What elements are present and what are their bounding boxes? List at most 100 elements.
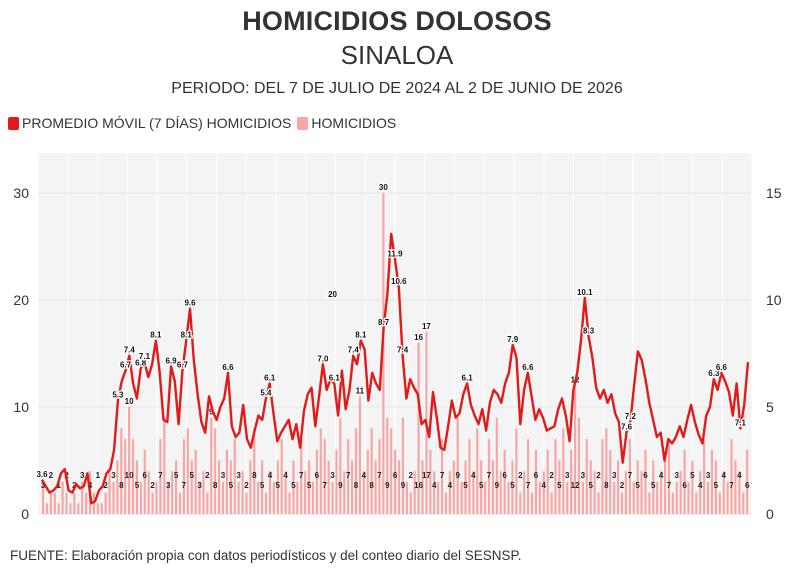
homicides-bar-label: 4 xyxy=(659,471,664,480)
homicides-bar xyxy=(327,460,330,514)
homicides-bar-label: 5 xyxy=(690,471,695,480)
homicides-bar-label: 5 xyxy=(229,481,234,490)
moving-average-label: 7.2 xyxy=(625,412,637,421)
homicides-bar xyxy=(609,449,612,514)
moving-average-label: 6.1 xyxy=(264,374,276,383)
legend-swatch-moving-average xyxy=(8,116,19,130)
homicides-bar xyxy=(374,460,377,514)
homicides-bar xyxy=(307,460,311,514)
homicides-bar-label: 4 xyxy=(362,471,367,480)
homicides-bar xyxy=(45,503,49,514)
homicides-bar xyxy=(617,460,620,514)
homicides-bar-label: 9 xyxy=(495,481,500,490)
homicides-bar xyxy=(519,492,522,514)
homicides-bar xyxy=(585,439,588,514)
homicides-bar-label: 9 xyxy=(385,481,390,490)
homicides-bar xyxy=(206,492,209,514)
homicides-bar-label: 6 xyxy=(643,471,648,480)
homicides-bar-label: 7 xyxy=(487,471,492,480)
homicides-bar-label: 3 xyxy=(330,471,335,480)
homicides-bar xyxy=(163,417,166,514)
homicides-bar xyxy=(534,449,538,514)
homicides-bar-label: 4 xyxy=(471,471,476,480)
y-left-tick-label: 10 xyxy=(13,399,29,415)
moving-average-label: 6.6 xyxy=(716,363,728,372)
homicides-bar-label: 3 xyxy=(197,481,202,490)
homicides-bar-label: 6 xyxy=(393,471,398,480)
homicides-bar xyxy=(405,481,408,514)
homicides-bar-label: 3 xyxy=(236,471,241,480)
homicides-bar xyxy=(437,481,440,514)
moving-average-label: 7.0 xyxy=(317,354,329,363)
moving-average-label: 7.4 xyxy=(348,346,360,355)
moving-average-label: 7.4 xyxy=(397,346,409,355)
homicides-bar xyxy=(523,471,526,514)
homicides-bar xyxy=(734,460,737,514)
homicides-bar xyxy=(640,471,643,514)
moving-average-label: 6.9 xyxy=(165,356,177,365)
homicides-bar xyxy=(644,449,647,514)
moving-average-label: 8.7 xyxy=(378,318,390,327)
homicides-bar xyxy=(530,492,534,514)
homicides-bar-label: 5 xyxy=(510,481,515,490)
homicides-bar xyxy=(440,439,444,514)
legend-item-moving-average[interactable]: PROMEDIO MÓVIL (7 DÍAS) HOMICIDIOS xyxy=(8,115,291,131)
homicides-bar-label: 6 xyxy=(143,471,148,480)
homicides-bar-label: 2 xyxy=(409,471,414,480)
homicides-bar xyxy=(417,342,420,514)
homicides-bar-label: 12 xyxy=(571,481,580,490)
homicides-bar-label: 7 xyxy=(628,471,633,480)
homicides-bar xyxy=(566,481,569,514)
homicides-bar xyxy=(589,460,592,514)
homicides-bar-label: 2 xyxy=(549,471,554,480)
homicides-bar xyxy=(706,481,710,514)
homicides-bar xyxy=(679,471,682,514)
moving-average-label: 9.6 xyxy=(184,299,196,308)
homicides-bar xyxy=(730,439,733,514)
homicides-bar xyxy=(663,460,667,514)
homicides-bar-label: 5 xyxy=(189,471,194,480)
homicides-bar xyxy=(507,481,510,514)
homicides-bar xyxy=(527,439,530,514)
homicides-bar xyxy=(472,471,475,514)
homicides-bar xyxy=(257,481,260,514)
homicides-bar-label: 7 xyxy=(729,481,734,490)
y-left-tick-label: 0 xyxy=(21,506,29,522)
homicides-bar xyxy=(186,428,189,514)
homicides-bar xyxy=(221,481,225,514)
homicides-peak-label: 9 xyxy=(209,408,214,417)
homicides-bar xyxy=(503,449,506,514)
homicides-bar-label: 8 xyxy=(354,481,359,490)
homicides-bar-label: 16 xyxy=(414,481,423,490)
homicides-bar xyxy=(292,460,295,514)
homicides-bar xyxy=(96,503,99,514)
homicides-bar xyxy=(691,460,694,514)
homicides-bar-label: 4 xyxy=(283,471,288,480)
homicides-bar-label: 6 xyxy=(745,481,750,490)
homicides-bar xyxy=(167,481,170,514)
homicides-bar xyxy=(249,460,252,514)
chart-title: HOMICIDIOS DOLOSOS xyxy=(242,6,552,36)
homicides-bar-label: 8 xyxy=(252,471,257,480)
homicides-bar xyxy=(116,460,119,514)
homicides-bar-label: 4 xyxy=(268,471,273,480)
homicides-bar xyxy=(390,428,393,514)
homicides-bar xyxy=(667,439,671,514)
homicides-bar-label: 5 xyxy=(463,481,468,490)
homicides-bar xyxy=(139,481,142,514)
legend-item-homicides[interactable]: HOMICIDIOS xyxy=(297,115,396,131)
homicides-bar xyxy=(601,439,604,514)
moving-average-label: 3.6 xyxy=(36,470,48,479)
homicides-bar-label: 5 xyxy=(307,481,312,490)
homicides-bar-label: 8 xyxy=(213,481,218,490)
homicides-bar xyxy=(652,460,655,514)
homicides-bar xyxy=(499,471,502,514)
homicides-bar xyxy=(613,481,616,514)
homicides-bar-label: 4 xyxy=(698,481,703,490)
homicides-bar xyxy=(554,439,557,514)
homicides-bar-label: 7 xyxy=(299,471,304,480)
moving-average-label: 5.3 xyxy=(112,391,124,400)
homicides-bar xyxy=(151,492,154,514)
homicides-bar xyxy=(120,428,123,514)
homicides-bar xyxy=(178,492,182,514)
